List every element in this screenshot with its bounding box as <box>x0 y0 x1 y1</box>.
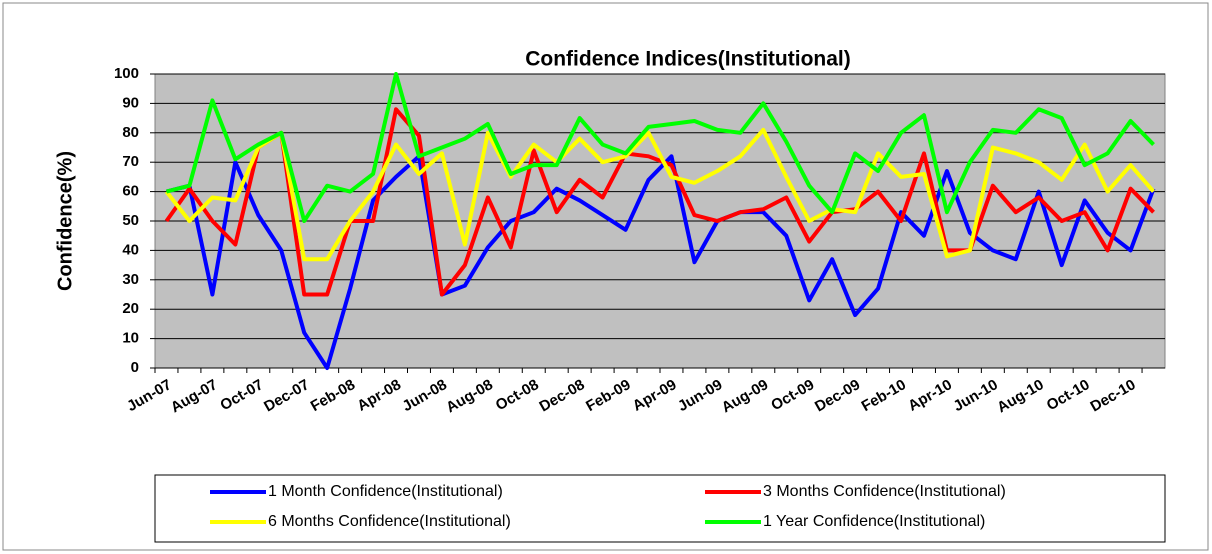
y-tick-label: 50 <box>122 212 139 229</box>
y-tick-label: 70 <box>122 153 139 170</box>
legend-label: 1 Month Confidence(Institutional) <box>268 483 503 500</box>
y-axis-label: Confidence(%) <box>54 151 76 291</box>
y-tick-label: 30 <box>122 271 139 288</box>
legend <box>154 474 1166 543</box>
legend-label: 3 Months Confidence(Institutional) <box>763 483 1006 500</box>
series-line <box>164 107 1155 297</box>
series-line <box>164 127 1156 262</box>
y-tick-label: 20 <box>122 300 139 317</box>
y-tick-label: 60 <box>122 183 139 200</box>
legend-label: 6 Months Confidence(Institutional) <box>268 513 511 530</box>
y-tick-label: 100 <box>114 65 139 82</box>
series-line <box>165 154 1156 370</box>
y-tick-label: 40 <box>122 241 139 258</box>
series-line <box>165 72 1155 223</box>
y-tick-label: 10 <box>122 330 139 347</box>
y-tick-label: 0 <box>131 359 139 376</box>
legend-label: 1 Year Confidence(Institutional) <box>763 513 985 530</box>
y-tick-label: 90 <box>122 94 139 111</box>
chart-title: Confidence Indices(Institutional) <box>525 48 851 71</box>
y-tick-label: 80 <box>122 124 139 141</box>
